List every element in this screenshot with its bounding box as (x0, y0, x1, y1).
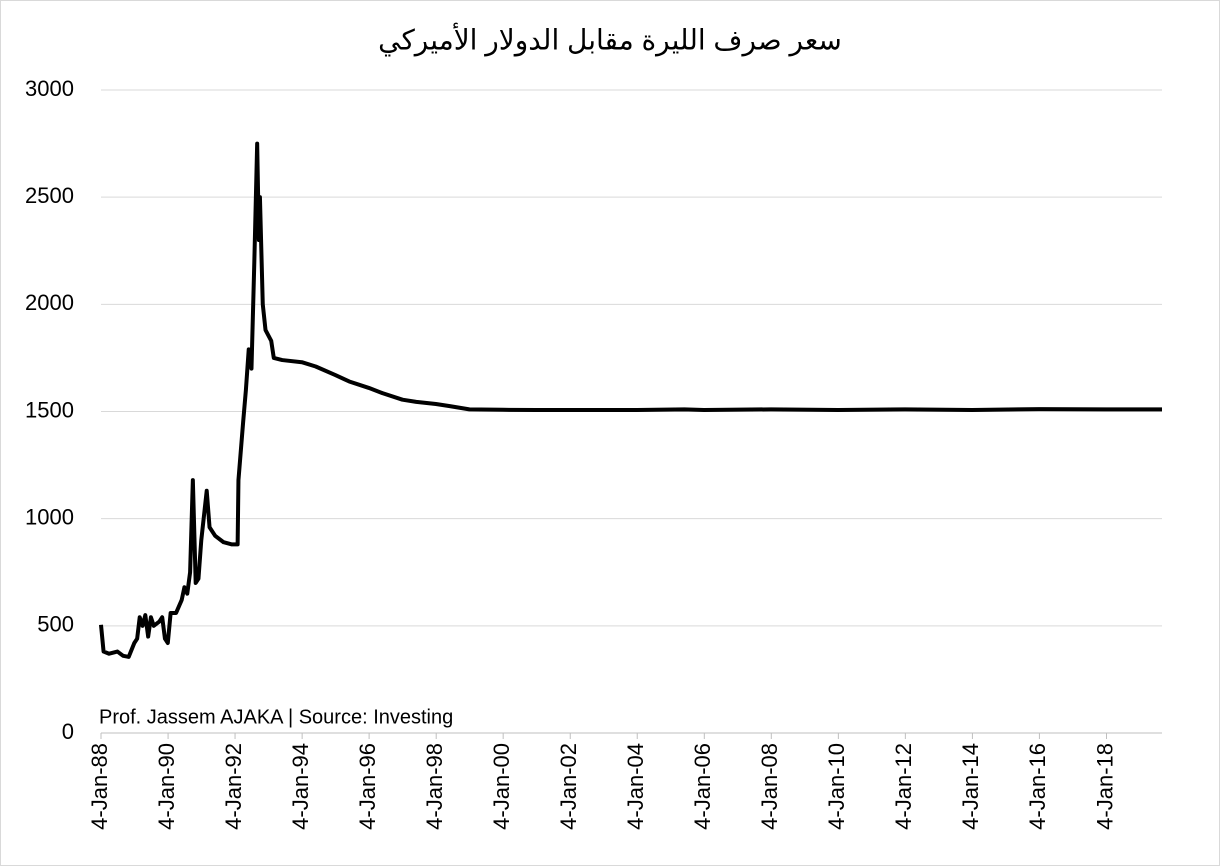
y-tick-label: 3000 (25, 76, 74, 101)
data-line (99, 141, 1162, 659)
x-tick-label: 4-Jan-00 (489, 743, 514, 830)
x-tick-label: 4-Jan-02 (556, 743, 581, 830)
chart-title: سعر صرف الليرة مقابل الدولار الأميركي (378, 21, 842, 56)
x-tick-label: 4-Jan-88 (87, 743, 112, 830)
y-tick-label: 2000 (25, 290, 74, 315)
y-tick-label: 500 (37, 612, 74, 637)
x-tick-label: 4-Jan-12 (891, 743, 916, 830)
x-tick-label: 4-Jan-18 (1092, 743, 1117, 830)
x-tick-label: 4-Jan-04 (623, 743, 648, 830)
annotation: Prof. Jassem AJAKA | Source: Investing (99, 706, 453, 728)
x-tick-label: 4-Jan-10 (824, 743, 849, 830)
y-tick-label: 2500 (25, 183, 74, 208)
x-tick-label: 4-Jan-92 (221, 743, 246, 830)
x-tick-label: 4-Jan-90 (154, 743, 179, 830)
x-tick-label: 4-Jan-96 (355, 743, 380, 830)
x-tick-label: 4-Jan-94 (288, 743, 313, 830)
x-tick-label: 4-Jan-08 (757, 743, 782, 830)
x-tick-label: 4-Jan-98 (422, 743, 447, 830)
x-tick-label: 4-Jan-16 (1025, 743, 1050, 830)
x-tick-label: 4-Jan-06 (690, 743, 715, 830)
y-tick-label: 0 (62, 719, 74, 744)
x-tick-label: 4-Jan-14 (958, 743, 983, 830)
y-tick-label: 1000 (25, 504, 74, 529)
y-tick-label: 1500 (25, 397, 74, 422)
